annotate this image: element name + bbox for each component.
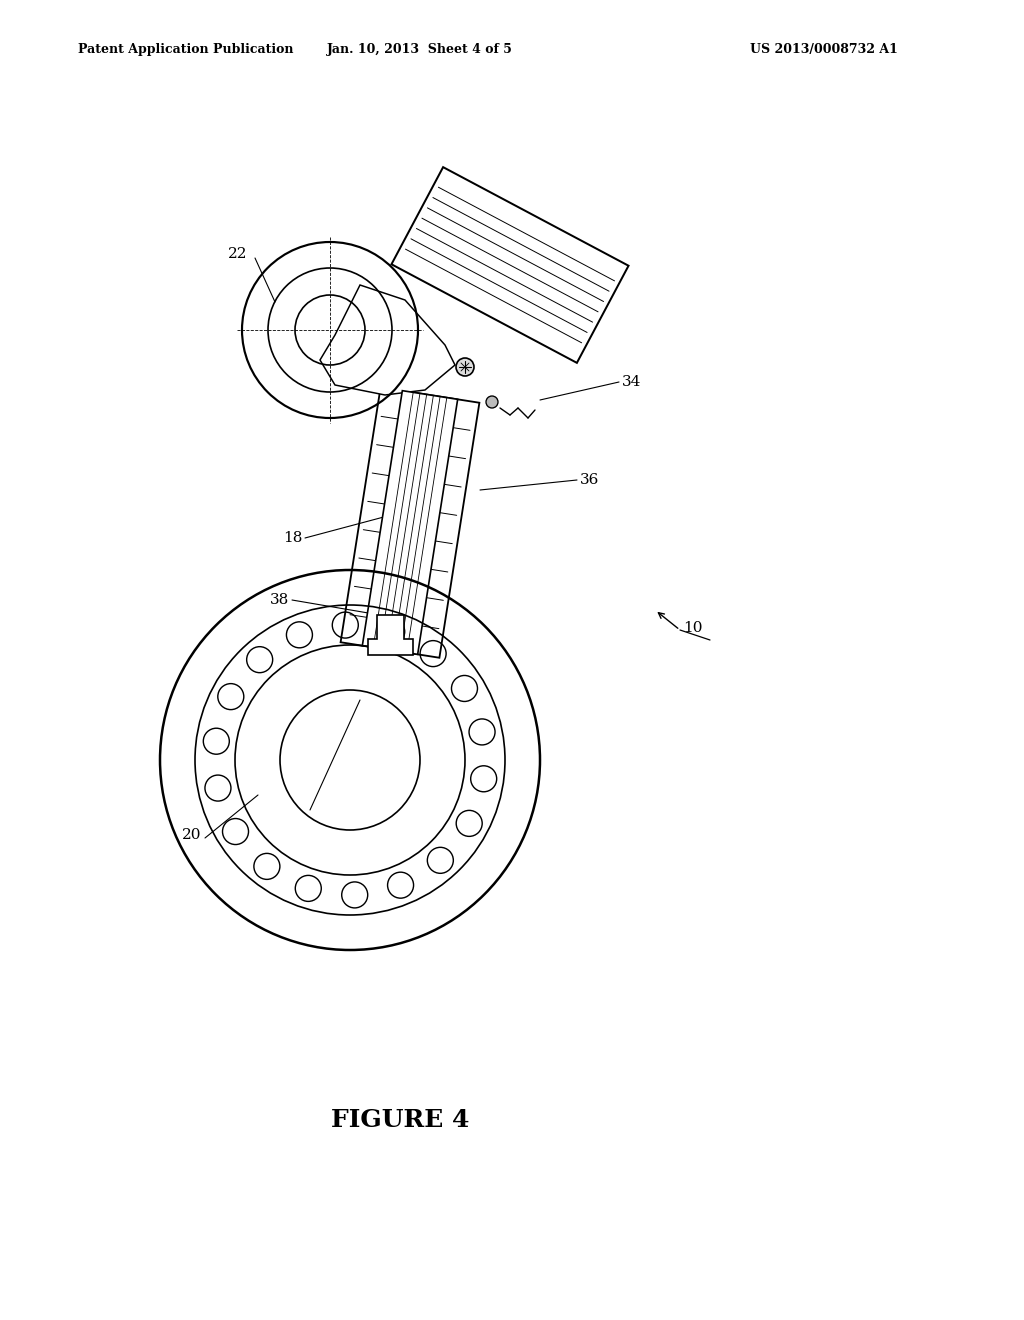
Text: 34: 34: [622, 375, 641, 389]
Polygon shape: [341, 387, 479, 657]
Text: FIGURE 4: FIGURE 4: [331, 1107, 469, 1133]
Text: 20: 20: [182, 828, 202, 842]
Polygon shape: [362, 391, 458, 655]
Circle shape: [456, 358, 474, 376]
Polygon shape: [368, 615, 413, 655]
Text: Jan. 10, 2013  Sheet 4 of 5: Jan. 10, 2013 Sheet 4 of 5: [327, 44, 513, 57]
Text: US 2013/0008732 A1: US 2013/0008732 A1: [750, 44, 898, 57]
Text: 38: 38: [270, 593, 289, 607]
Text: 10: 10: [683, 620, 702, 635]
Text: 18: 18: [283, 531, 302, 545]
Circle shape: [486, 396, 498, 408]
Polygon shape: [391, 168, 629, 363]
Text: 22: 22: [228, 247, 248, 261]
Text: Patent Application Publication: Patent Application Publication: [78, 44, 294, 57]
Text: 36: 36: [580, 473, 599, 487]
Polygon shape: [319, 285, 455, 395]
